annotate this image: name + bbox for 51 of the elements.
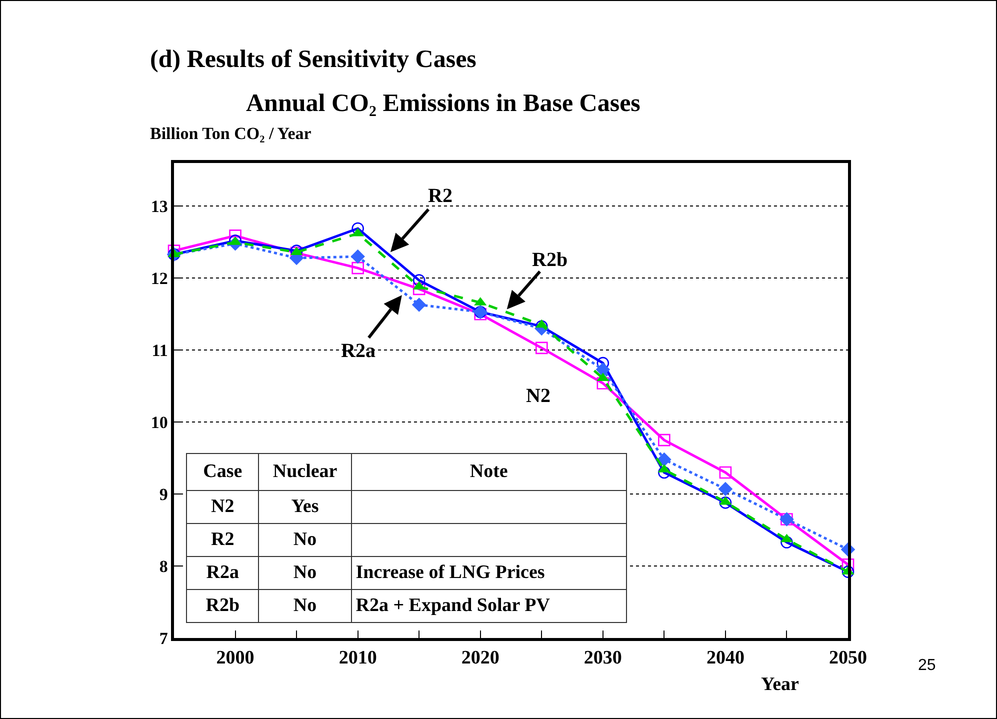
annotation: Increase of LNG Prices xyxy=(356,562,545,583)
annotation: N2 xyxy=(211,496,234,517)
y-tick-label: 8 xyxy=(159,556,168,576)
y-tick-label: 12 xyxy=(150,269,168,288)
text: R2a xyxy=(341,340,376,362)
annotation: R2a + Expand Solar PV xyxy=(356,595,550,616)
x-tick-label: 2010 xyxy=(338,648,377,669)
y-axis-title: Billion Ton CO₂ / Year xyxy=(150,124,312,143)
annotation: R2b xyxy=(206,595,240,616)
point xyxy=(780,536,793,548)
x-tick-label: 2000 xyxy=(216,648,254,669)
point xyxy=(535,342,548,354)
x-tick-label: 2040 xyxy=(706,648,744,669)
x-tick-label: 2020 xyxy=(461,648,500,669)
y-tick-label: 7 xyxy=(159,628,168,648)
annotation: No xyxy=(293,562,317,583)
chart-subtitle: Annual CO₂ Emissions in Base Cases xyxy=(246,90,641,117)
point xyxy=(719,496,732,509)
point xyxy=(718,482,733,496)
annotation: Case xyxy=(203,461,242,482)
x-tick-label: 2030 xyxy=(584,648,622,669)
text: 25 xyxy=(918,657,936,674)
point xyxy=(842,566,854,578)
annotation: Note xyxy=(470,461,508,482)
annotation: R2a xyxy=(206,562,240,583)
y-tick-label: 9 xyxy=(159,485,168,504)
y-tick-label: 13 xyxy=(150,197,168,216)
point xyxy=(412,298,426,312)
point xyxy=(412,274,426,286)
point xyxy=(350,249,365,264)
point xyxy=(352,262,364,274)
y-tick-label: 11 xyxy=(152,341,168,360)
annotation: Nuclear xyxy=(272,461,338,482)
text: R2 xyxy=(428,185,452,207)
text: R2b xyxy=(532,249,568,271)
point xyxy=(658,466,670,479)
series-label: N2 xyxy=(526,385,550,407)
annotation: R2 xyxy=(211,529,234,550)
annotation: Yes xyxy=(291,496,319,517)
annotation: No xyxy=(293,595,317,616)
point xyxy=(596,377,610,390)
x-axis-title: Year xyxy=(761,674,800,695)
point xyxy=(596,362,610,377)
annotation: No xyxy=(293,529,317,550)
chart-title: (d) Results of Sensitivity Cases xyxy=(150,46,477,73)
point xyxy=(719,466,732,479)
x-tick-label: 2050 xyxy=(829,648,867,669)
point xyxy=(352,222,364,235)
y-tick-label: 10 xyxy=(150,413,168,432)
point xyxy=(412,282,426,296)
point xyxy=(658,434,670,446)
